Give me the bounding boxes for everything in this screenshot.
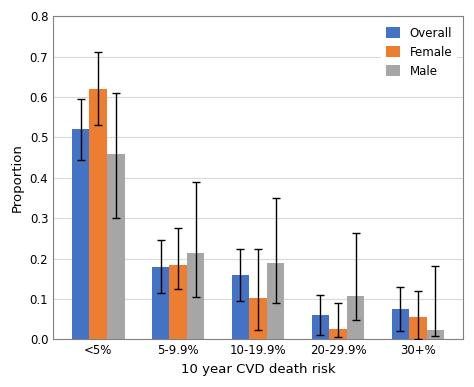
Bar xyxy=(90,89,107,339)
Bar xyxy=(152,267,169,339)
Legend: Overall, Female, Male: Overall, Female, Male xyxy=(381,22,457,82)
Bar xyxy=(267,263,284,339)
Bar xyxy=(329,329,347,339)
Bar xyxy=(311,315,329,339)
Bar xyxy=(249,298,267,339)
Bar xyxy=(187,253,204,339)
Bar xyxy=(409,317,427,339)
Bar xyxy=(72,129,90,339)
Bar xyxy=(392,309,409,339)
Bar xyxy=(169,265,187,339)
Bar xyxy=(232,275,249,339)
Bar xyxy=(347,296,365,339)
Bar xyxy=(107,154,125,339)
X-axis label: 10 year CVD death risk: 10 year CVD death risk xyxy=(181,363,335,376)
Bar xyxy=(427,330,444,339)
Y-axis label: Proportion: Proportion xyxy=(11,143,24,212)
